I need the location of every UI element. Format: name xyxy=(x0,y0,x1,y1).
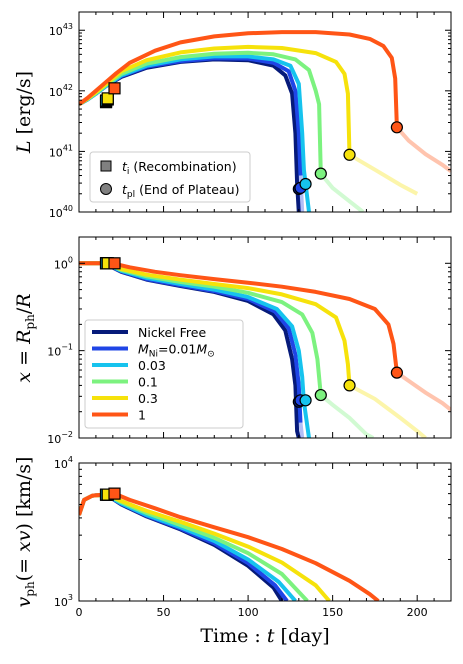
tpl-marker-ni_003 xyxy=(299,394,312,407)
ti-marker-ni_1 xyxy=(108,487,121,500)
x-tick-label: 100 xyxy=(238,606,259,619)
legend-ti-label: ti (Recombination) xyxy=(122,159,237,177)
series-line-ni_1 xyxy=(79,261,399,373)
y-tick-label: 10−1 xyxy=(47,343,73,359)
legend-entry-ni_003: 0.03 xyxy=(138,358,166,373)
y-tick-label: 1041 xyxy=(49,143,73,159)
series-tail-ni_03 xyxy=(348,153,419,196)
series-line-ni_1 xyxy=(79,491,380,601)
tpl-marker-ni_03 xyxy=(343,379,356,392)
y-tick-label: 1043 xyxy=(49,22,73,38)
legends: ti (Recombination) tpl (End of Plateau) Ni… xyxy=(84,151,251,429)
legend-entry-ni_1: 1 xyxy=(138,408,146,423)
y-tick-label: 104 xyxy=(54,455,73,471)
y-tick-label: 10−2 xyxy=(47,430,73,446)
ti-marker-ni_1 xyxy=(108,257,121,270)
y-label-luminosity: L [erg/s] xyxy=(13,71,35,154)
x-axis-title: Time : t [day] xyxy=(200,625,329,647)
series-tail-ni_01 xyxy=(319,172,365,212)
y-label-velocity: vph(= xv) [km/s] xyxy=(13,457,37,608)
y-tick-label: 100 xyxy=(54,255,73,271)
tpl-marker-ni_1 xyxy=(390,121,403,134)
series-line-ni_1 xyxy=(79,30,399,128)
x-tick-label: 50 xyxy=(157,606,171,619)
tpl-marker-ni_01 xyxy=(314,167,327,180)
ti-marker-ni_03 xyxy=(101,92,114,105)
legend-markers: ti (Recombination) tpl (End of Plateau) xyxy=(89,151,251,203)
x-tick-label: 150 xyxy=(322,606,343,619)
tpl-marker-ni_1 xyxy=(390,366,403,379)
legend-circle-marker xyxy=(100,183,112,195)
legend-square-marker xyxy=(100,160,112,172)
x-axis-label: Time : t [day] xyxy=(200,625,329,647)
legend-tpl-label: tpl (End of Plateau) xyxy=(122,182,239,200)
tpl-marker-ni_03 xyxy=(343,148,356,161)
plot-area xyxy=(79,30,451,212)
series-line-ni_001 xyxy=(79,492,289,601)
x-tick-label: 0 xyxy=(76,606,83,619)
legend-entry-nickel_free: Nickel Free xyxy=(138,325,206,340)
series-line-ni_03 xyxy=(79,44,352,155)
tpl-marker-ni_01 xyxy=(314,388,327,402)
series-line-ni_03 xyxy=(79,261,352,386)
legend-entry-ni_001: MNi=0.01M⊙ xyxy=(138,342,215,360)
y-tick-label: 1042 xyxy=(49,83,73,99)
y-tick-label: 103 xyxy=(54,593,73,609)
series-tail-ni_1 xyxy=(395,370,451,412)
panel-luminosity: 1040 1041 1042 1043 xyxy=(49,11,452,220)
panel-photosphere-velocity: 0 50 100 150 200 103 104 xyxy=(54,455,452,619)
panel-photosphere-radius: 10−2 10−1 100 xyxy=(47,236,452,446)
y-label-radius: x = Rph/R xyxy=(13,293,37,382)
series-tail-ni_1 xyxy=(395,125,451,173)
legend-series: Nickel Free MNi=0.01M⊙0.03 0.10.3 1 xyxy=(84,319,244,429)
series-tail-ni_03 xyxy=(348,383,427,438)
y-axis-labels: L [erg/s] x = Rph/R vph(= xv) [km/s] xyxy=(13,71,37,608)
series-line-ni_003 xyxy=(79,492,297,601)
plot-area xyxy=(79,487,380,601)
legend-entry-ni_03: 0.3 xyxy=(138,391,158,406)
series-tail-ni_001 xyxy=(298,422,305,438)
legend-entry-ni_01: 0.1 xyxy=(138,375,158,390)
plot-area xyxy=(79,257,451,438)
series-tail-ni_01 xyxy=(319,393,375,438)
y-tick-label: 1040 xyxy=(49,204,73,220)
tpl-marker-ni_003 xyxy=(299,177,312,191)
ti-marker-ni_1 xyxy=(108,82,121,95)
x-tick-label: 200 xyxy=(407,606,428,619)
